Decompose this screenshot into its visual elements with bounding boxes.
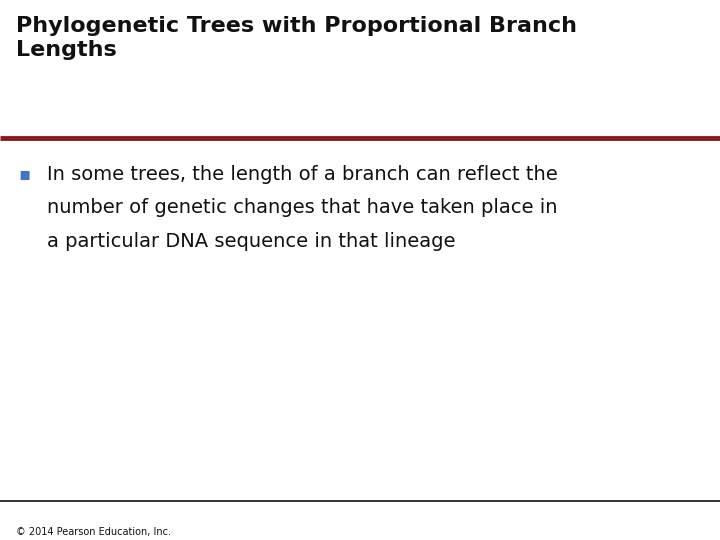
Text: Phylogenetic Trees with Proportional Branch
Lengths: Phylogenetic Trees with Proportional Bra… [16, 16, 577, 60]
Text: a particular DNA sequence in that lineage: a particular DNA sequence in that lineag… [47, 232, 455, 251]
Text: In some trees, the length of a branch can reflect the: In some trees, the length of a branch ca… [47, 165, 557, 184]
Text: number of genetic changes that have taken place in: number of genetic changes that have take… [47, 198, 557, 217]
Text: © 2014 Pearson Education, Inc.: © 2014 Pearson Education, Inc. [16, 526, 171, 537]
Text: ▪: ▪ [18, 165, 30, 183]
